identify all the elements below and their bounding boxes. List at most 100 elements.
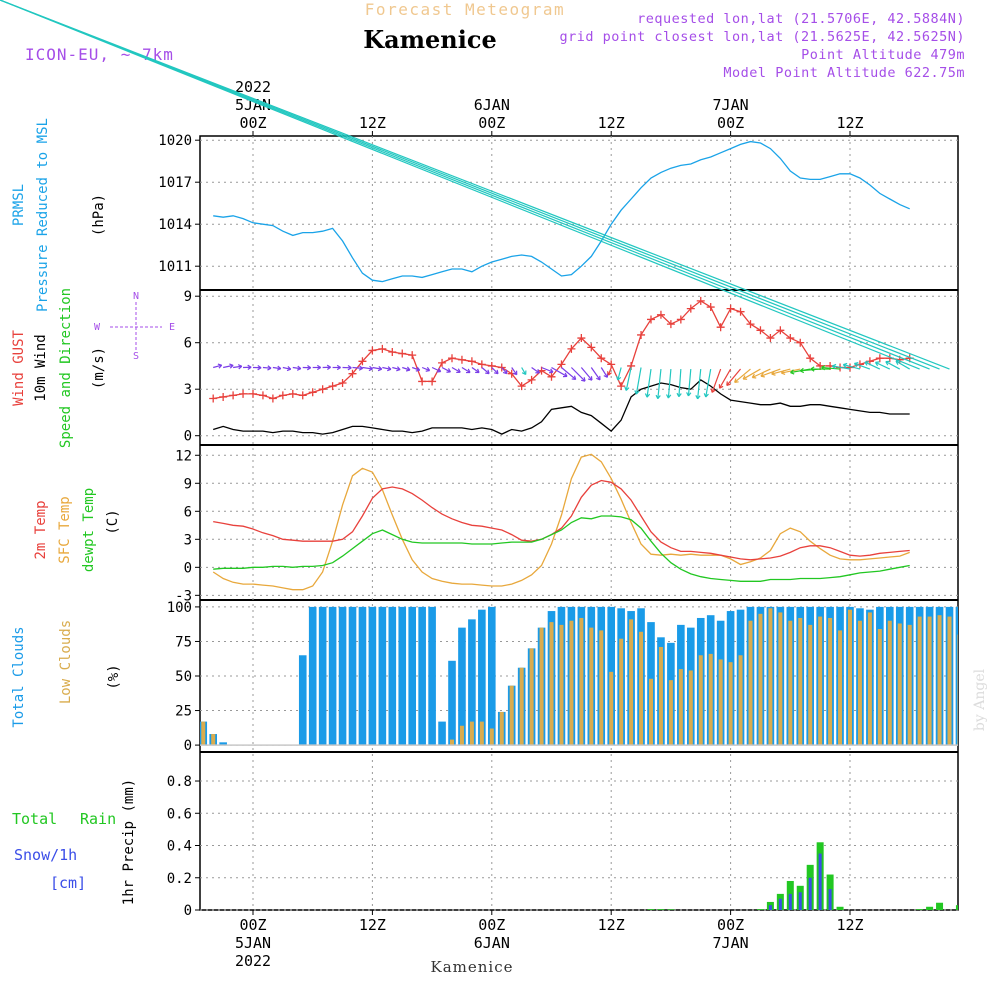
wind-arrow-head	[799, 367, 805, 374]
wind-arrow-head	[718, 384, 724, 389]
low-cloud-bar	[450, 739, 454, 746]
wind-arrow-head	[217, 363, 223, 369]
total-cloud-bar	[348, 606, 357, 746]
pressure-ytick-label-1: 1014	[158, 217, 192, 233]
total-cloud-bar	[338, 606, 347, 746]
snow-bar	[828, 889, 832, 910]
wind-arrow-head	[229, 363, 234, 369]
wind-arrow-shaft	[667, 368, 672, 399]
gust-marker	[786, 334, 795, 343]
wind-arrow-head	[616, 376, 622, 381]
pressure-line	[213, 140, 910, 283]
wind-arrow-shaft	[411, 366, 420, 371]
wind-arrow-head	[446, 368, 451, 373]
gust-marker	[448, 354, 456, 363]
wind-arrow-shaft	[705, 368, 712, 398]
wind-arrow-shaft	[885, 361, 901, 370]
wind-arrow-head	[571, 375, 577, 381]
wind-arrow-head	[771, 370, 776, 376]
wind-arrow-shaft	[421, 366, 430, 372]
gust-marker	[656, 310, 665, 319]
low-cloud-bar	[848, 609, 852, 746]
gust-marker	[637, 330, 646, 339]
low-cloud-bar	[788, 620, 793, 746]
total-clouds-label: Total Clouds	[11, 626, 27, 727]
wind-arrow-head	[760, 372, 765, 378]
wind-arrow-shaft	[451, 366, 461, 373]
low-cloud-bar	[937, 615, 942, 746]
snow-bar	[768, 905, 772, 910]
snow-bar	[778, 898, 782, 910]
compass-north: N	[133, 291, 139, 302]
wind-arrow-shaft	[570, 367, 586, 382]
wind-ytick-label-1: 3	[184, 382, 192, 398]
wind-arrow-head	[751, 373, 757, 379]
low-cloud-bar	[838, 630, 843, 746]
wind-arrow-shaft	[719, 368, 732, 389]
gust-marker	[676, 315, 685, 324]
wind-arrow-shaft	[600, 367, 608, 378]
low-cloud-bar	[877, 629, 882, 746]
wind-arrow-head	[386, 366, 392, 372]
wind-arrow-head	[644, 393, 651, 398]
wind-arrow-head	[885, 360, 890, 366]
low-cloud-bar	[589, 627, 594, 746]
gust-marker	[487, 361, 496, 370]
model-label: ICON-EU, ~ 7km	[25, 45, 174, 64]
rain-bar	[657, 909, 665, 910]
wind-arrow-head	[548, 368, 554, 374]
gust-marker	[647, 315, 655, 324]
plot-frame	[199, 135, 959, 911]
rain-bar	[667, 909, 675, 910]
gust-marker	[527, 375, 536, 384]
wind-arrow-shaft	[697, 368, 702, 399]
bottom-date-label-2: 7JAN	[713, 934, 749, 952]
top-time-label-4: 00Z	[717, 114, 744, 132]
gust-marker	[696, 296, 705, 305]
wind-arrow-shaft	[362, 366, 373, 370]
low-cloud-bar	[639, 631, 644, 746]
wind-arrow-head	[535, 369, 540, 374]
low-cloud-bar	[629, 619, 634, 746]
low-cloud-bar	[947, 616, 952, 746]
wind-arrow-shaft	[431, 366, 441, 373]
gust-marker	[388, 348, 397, 356]
low-cloud-bar	[778, 612, 783, 746]
wind-arrow-head	[710, 388, 716, 393]
location-title: Kamenice	[363, 25, 497, 54]
wind-ytick-label-3: 9	[184, 289, 192, 305]
gust-marker	[438, 358, 447, 367]
wind-arrow-head	[475, 368, 480, 374]
wind-arrow-shaft	[382, 366, 392, 370]
low-cloud-bar	[649, 678, 653, 746]
gust-marker	[726, 304, 735, 313]
wind-arrow-head	[606, 371, 612, 376]
low-cloud-bar	[668, 680, 673, 746]
precip-ytick-label-3: 0.6	[167, 806, 192, 822]
wind-arrow-head	[864, 360, 869, 366]
gust-marker	[258, 391, 267, 400]
point-altitude: Point Altitude 479m	[801, 47, 965, 63]
wind-arrow-head	[624, 386, 630, 391]
low-cloud-bar	[798, 617, 803, 746]
low-cloud-bar	[609, 671, 614, 746]
total-cloud-bar	[955, 606, 958, 746]
gust-marker	[268, 394, 277, 403]
wind-arrow-head	[790, 369, 795, 375]
total-rain-label-a: Total	[12, 810, 57, 828]
model-altitude: Model Point Altitude 622.75m	[723, 65, 965, 81]
top-time-label-0: 00Z	[239, 114, 266, 132]
low-cloud-bar	[897, 623, 902, 746]
wind-arrow-shaft	[262, 366, 272, 369]
wind-arrow-shaft	[821, 366, 841, 370]
bottom-time-label-1: 12Z	[359, 916, 386, 934]
wind-arrow-shaft	[646, 368, 652, 398]
gust-marker	[209, 394, 218, 403]
wind-arrow-shaft	[734, 368, 751, 383]
temp-ytick-label-2: 3	[184, 532, 192, 548]
wind-ytick-label-2: 6	[184, 336, 192, 352]
wind-arrow-head	[425, 366, 431, 372]
pressure-ytick-label-2: 1017	[158, 175, 192, 191]
low-cloud-bar	[957, 634, 958, 746]
wind-arrow-head	[512, 370, 518, 376]
